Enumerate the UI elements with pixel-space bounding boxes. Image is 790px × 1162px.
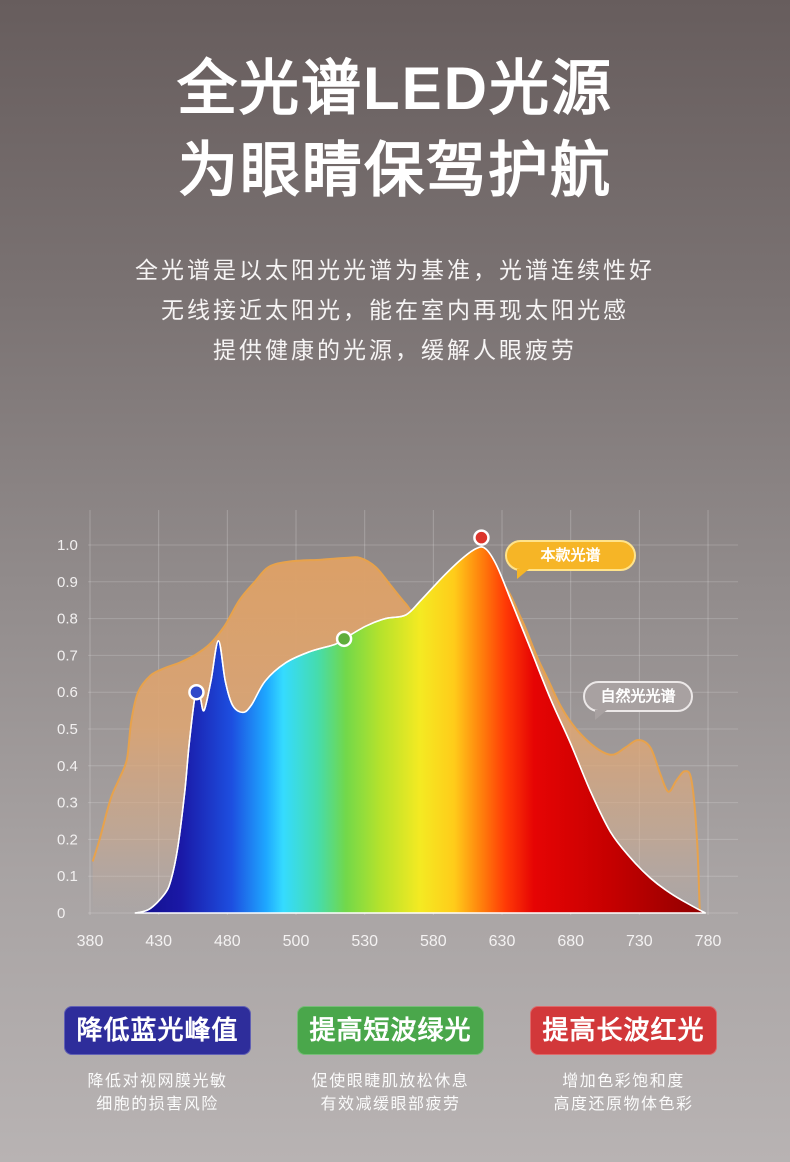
intro-line: 全光谱是以太阳光光谱为基准，光谱连续性好	[135, 257, 655, 283]
y-tick-label: 0.1	[57, 868, 78, 885]
page-title: 全光谱LED光源 为眼睛保驾护航	[0, 48, 790, 212]
title-line: 为眼睛保驾护航	[178, 137, 612, 204]
feature-description: 促使眼睫肌放松休息 有效减缓眼部疲劳	[297, 1070, 484, 1116]
feature-description-line: 有效减缓眼部疲劳	[320, 1096, 461, 1113]
feature-description-line: 增加色彩饱和度	[562, 1073, 685, 1090]
feature-description: 降低对视网膜光敏 细胞的损害风险	[64, 1070, 251, 1116]
highlight-markers	[188, 529, 490, 701]
x-tick-label: 580	[420, 933, 447, 950]
feature-description-line: 高度还原物体色彩	[553, 1096, 694, 1113]
natural-spectrum-line	[91, 556, 701, 914]
y-tick-label: 0.6	[57, 684, 78, 701]
feature-red-light: 提高长波红光 增加色彩饱和度 高度还原物体色彩	[530, 1006, 717, 1116]
intro-line: 提供健康的光源，缓解人眼疲劳	[213, 337, 577, 363]
spectrum-areas	[91, 546, 707, 914]
feature-green-light: 提高短波绿光 促使眼睫肌放松休息 有效减缓眼部疲劳	[297, 1006, 484, 1116]
y-tick-label: 0.7	[57, 647, 78, 664]
natural-spectrum-label: 自然光光谱	[583, 681, 693, 720]
spectrum-chart-svg: 1.0 0.9 0.8 0.7 0.6 0.5 0.4 0.3 0.2 0.1 0 380 430 480…	[57, 510, 738, 950]
highlight-marker	[473, 529, 490, 546]
feature-badge: 降低蓝光峰值	[64, 1006, 251, 1055]
y-tick-label: 0.9	[57, 574, 78, 591]
feature-description-line: 降低对视网膜光敏	[87, 1073, 228, 1090]
x-tick-label: 380	[77, 933, 104, 950]
x-tick-label: 730	[626, 933, 653, 950]
feature-badge: 提高短波绿光	[297, 1006, 484, 1055]
intro-line: 无线接近太阳光，能在室内再现太阳光感	[161, 297, 629, 323]
x-tick-label: 430	[145, 933, 172, 950]
intro-text: 全光谱是以太阳光光谱为基准，光谱连续性好 无线接近太阳光，能在室内再现太阳光感 …	[0, 250, 790, 370]
x-tick-label: 530	[351, 933, 378, 950]
x-tick-label: 780	[695, 933, 722, 950]
y-tick-label: 1.0	[57, 537, 78, 554]
y-tick-label: 0.3	[57, 795, 78, 812]
highlight-marker	[188, 683, 205, 701]
feature-badge: 提高长波红光	[530, 1006, 717, 1055]
x-tick-label: 630	[489, 933, 516, 950]
x-tick-label: 480	[214, 933, 241, 950]
axis-labels: 1.0 0.9 0.8 0.7 0.6 0.5 0.4 0.3 0.2 0.1 0 380 430 480…	[57, 537, 721, 950]
y-tick-label: 0.5	[57, 721, 78, 738]
y-tick-label: 0.2	[57, 831, 78, 848]
x-tick-label: 680	[557, 933, 584, 950]
feature-description: 增加色彩饱和度 高度还原物体色彩	[530, 1070, 717, 1116]
y-tick-label: 0	[57, 905, 65, 922]
feature-blue-light: 降低蓝光峰值 降低对视网膜光敏 细胞的损害风险	[64, 1006, 251, 1116]
y-tick-label: 0.8	[57, 611, 78, 628]
title-line: 全光谱LED光源	[177, 55, 613, 122]
highlight-marker	[335, 630, 353, 648]
y-tick-label: 0.4	[57, 758, 78, 775]
product-spectrum-label: 本款光谱	[505, 540, 636, 579]
feature-description-line: 促使眼睫肌放松休息	[311, 1073, 470, 1090]
x-tick-label: 500	[283, 933, 310, 950]
feature-description-line: 细胞的损害风险	[96, 1096, 219, 1113]
spectrum-chart: 1.0 0.9 0.8 0.7 0.6 0.5 0.4 0.3 0.2 0.1 0 380 430 480…	[0, 500, 790, 960]
